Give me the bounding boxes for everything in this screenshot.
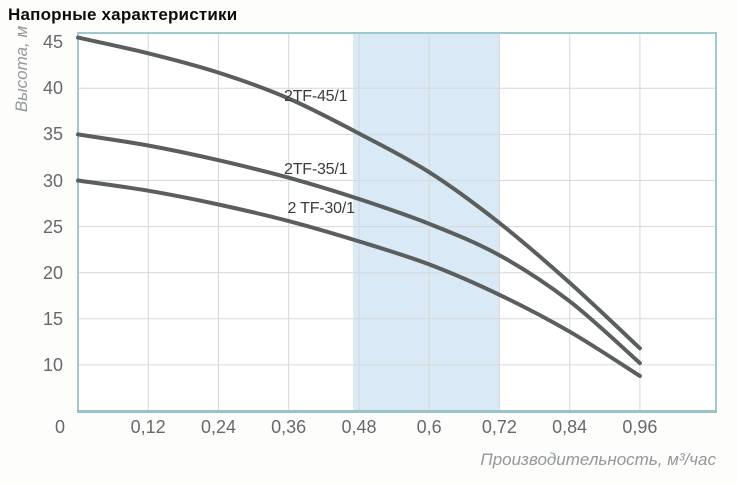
y-tick-label: 20 xyxy=(42,262,63,283)
x-tick-label: 0,6 xyxy=(416,417,442,437)
x-axis-title: Производительность, м³/час xyxy=(480,450,716,469)
y-tick-label: 15 xyxy=(42,308,63,329)
curve-2tf-35-1 xyxy=(76,132,642,366)
x-tick-label: 0,96 xyxy=(622,417,658,437)
y-axis-title: Высота, м xyxy=(12,25,31,113)
curve-label-2-tf-30-1: 2 TF-30/1 xyxy=(287,200,355,218)
y-tick-label: 30 xyxy=(42,170,63,191)
chart-title: Напорные характеристики xyxy=(8,5,238,24)
y-tick-label: 45 xyxy=(42,32,63,53)
x-tick-label: 0,72 xyxy=(481,417,517,437)
curve-2-tf-30-1 xyxy=(76,178,642,378)
y-tick-label: 10 xyxy=(42,354,63,375)
y-tick-label: 40 xyxy=(42,78,63,99)
y-tick-label: 35 xyxy=(42,124,63,145)
x-tick-label: 0,12 xyxy=(130,417,166,437)
curve-2tf-45-1 xyxy=(76,35,642,351)
x-tick-label: 0,48 xyxy=(341,417,377,437)
y-tick-label: 25 xyxy=(42,216,63,237)
x-tick-label: 0,84 xyxy=(552,417,588,437)
x-tick-label: 0,36 xyxy=(271,417,307,437)
curve-label-2tf-35-1: 2TF-35/1 xyxy=(284,161,348,179)
x-tick-label: 0 xyxy=(54,417,65,437)
curve-label-2tf-45-1: 2TF-45/1 xyxy=(284,87,348,105)
x-tick-label: 0,24 xyxy=(200,417,237,437)
